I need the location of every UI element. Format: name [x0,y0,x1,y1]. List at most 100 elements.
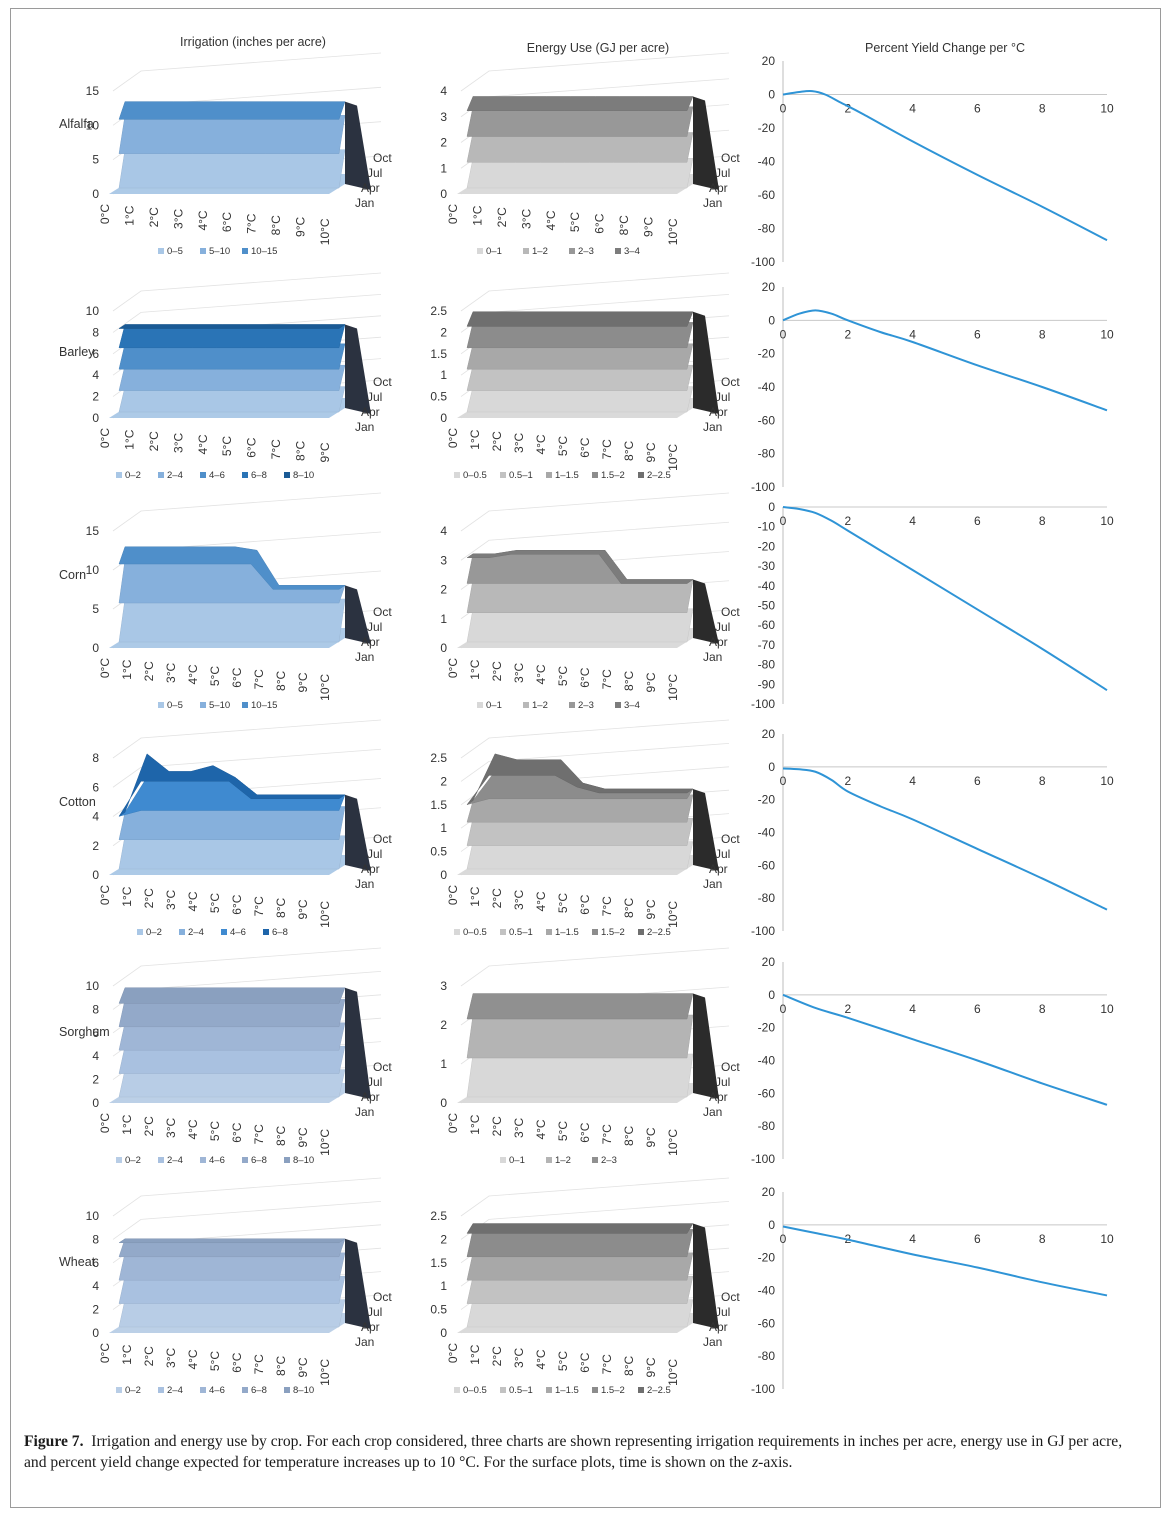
cotton-yield-svg: 20 0 -20 -40 -60 -80 -100 0 2 4 6 8 10 [751,727,1114,938]
alfalfa-energy-legend-swatch [523,248,529,254]
barley-yield-svg: 20 0 -20 -40 -60 -80 -100 0 2 4 6 8 10 [751,280,1114,494]
barley-irrigation-x-tick: 1°C [122,429,136,449]
wheat-irrigation-svg: 0 2 4 6 8 10 0°C 1°C 2°C 3°C 4°C 5°C 6°C 7°C 8°C 9°C 10°… [86,1177,392,1396]
barley-energy-legend-swatch [454,472,460,478]
cotton-irrigation-x-tick: 3°C [164,889,178,909]
cotton-energy-z-tick: Apr [709,862,728,876]
cotton-irrigation-x-tick: 6°C [230,894,244,914]
alfalfa-energy-legend-swatch [477,248,483,254]
barley-energy-legend-swatch [592,472,598,478]
cotton-irrigation-legend-label: 2–4 [188,927,204,938]
column-titles-svg: Irrigation (inches per acre) Energy Use (… [180,35,1025,55]
corn-energy-y-tick: 4 [440,524,447,538]
cotton-yield-chart: 20 0 -20 -40 -60 -80 -100 0 2 4 6 8 10 [737,727,1117,953]
barley-irrigation-svg: 0 2 4 6 8 10 0°C 1°C 2°C 3°C 4°C 5°C 6°C 7°C 8°C 9°C Oct… [86,272,392,481]
wheat-irrigation-y-tick: 0 [92,1326,99,1340]
barley-energy-legend-label: 1.5–2 [601,470,625,481]
cotton-yield-x-tick: 0 [780,774,787,788]
cotton-irrigation-x-tick: 10°C [318,901,332,928]
alfalfa-irrigation-x-tick: 8°C [269,215,283,235]
cotton-energy-svg: 0 0.5 1 1.5 2 2.5 0°C 1°C 2°C 3°C 4°C 5°C 6°C 7°C 8°C 9… [430,719,740,938]
alfalfa-irrigation-x-tick: 3°C [171,208,185,228]
corn-irrigation-legend-swatch [242,702,248,708]
corn-energy-gridline [460,521,730,561]
sorghum-energy-legend-swatch [500,1157,506,1163]
cotton-energy-chart: 0 0.5 1 1.5 2 2.5 0°C 1°C 2°C 3°C 4°C 5°C 6°C 7°C 8°C 9… [389,719,740,953]
alfalfa-irrigation-legend-label: 5–10 [209,246,230,257]
sorghum-energy-y-tick: 1 [440,1057,447,1071]
alfalfa-energy-x-tick: 1°C [470,205,484,225]
barley-irrigation-y-tick: 0 [92,411,99,425]
barley-energy-x-tick: 6°C [578,437,592,457]
barley-energy-legend-label: 1–1.5 [555,470,579,481]
wheat-energy-legend-label: 1–1.5 [555,1385,579,1396]
cotton-energy-x-tick: 0°C [446,885,460,905]
barley-yield-x-tick: 10 [1100,327,1114,341]
sorghum-yield-chart: 20 0 -20 -40 -60 -80 -100 0 2 4 6 8 10 [737,955,1117,1181]
sorghum-energy-band [466,1053,694,1098]
alfalfa-irrigation-gridline [112,52,382,92]
corn-energy-legend-swatch [569,702,575,708]
crop-labels-svg: Alfalfa Barley Corn Cotton Sorghum Wheat [59,117,110,1269]
corn-energy-band [466,608,694,643]
wheat-energy-legend-swatch [592,1387,598,1393]
sorghum-energy-y-tick: 2 [440,1018,447,1032]
barley-yield-x-tick: 4 [909,327,916,341]
barley-irrigation-legend-swatch [200,472,206,478]
wheat-energy-y-tick: 0.5 [430,1303,447,1317]
barley-energy-legend-label: 2–2.5 [647,470,671,481]
alfalfa-energy-x-tick: 4°C [544,210,558,230]
corn-energy-legend-label: 0–1 [486,700,502,711]
corn-energy-gridline [460,492,730,532]
alfalfa-irrigation-legend-swatch [158,248,164,254]
barley-energy-y-tick: 1 [440,368,447,382]
alfalfa-irrigation-x-tick: 6°C [220,212,234,232]
cotton-energy-x-tick: 2°C [490,888,504,908]
corn-irrigation-x-tick: 6°C [230,667,244,687]
corn-energy-z-tick: Jul [715,620,730,634]
wheat-irrigation-z-tick: Jul [367,1305,382,1319]
alfalfa-irrigation-y-tick: 0 [92,187,99,201]
corn-yield-x-tick: 0 [780,514,787,528]
cotton-energy-legend-swatch [592,929,598,935]
corn-yield-y-tick: -50 [758,599,776,613]
corn-energy-y-tick: 0 [440,641,447,655]
corn-yield-x-tick: 4 [909,514,916,528]
corn-irrigation-x-tick: 5°C [208,666,222,686]
alfalfa-yield-x-tick: 8 [1039,102,1046,116]
cotton-yield-y-tick: -60 [758,858,776,872]
sorghum-irrigation-legend-label: 8–10 [293,1155,314,1166]
corn-energy-legend-swatch [477,702,483,708]
wheat-energy-band [466,1223,694,1234]
wheat-irrigation-x-tick: 8°C [274,1355,288,1375]
barley-irrigation-z-tick: Jan [355,420,374,434]
sorghum-energy-y-tick: 3 [440,979,447,993]
corn-irrigation-y-tick: 0 [92,641,99,655]
barley-irrigation-z-tick: Apr [361,405,380,419]
wheat-yield-y-tick: -60 [758,1316,776,1330]
alfalfa-yield-y-tick: -100 [751,255,775,269]
corn-irrigation-y-tick: 15 [86,524,100,538]
barley-yield-x-tick: 2 [844,327,851,341]
sorghum-irrigation-gridline [112,947,382,987]
wheat-irrigation-x-tick: 2°C [142,1346,156,1366]
corn-energy-y-tick: 1 [440,612,447,626]
sorghum-energy-z-tick: Oct [721,1060,740,1074]
sorghum-irrigation-x-tick: 8°C [274,1125,288,1145]
cotton-energy-x-tick: 8°C [622,897,636,917]
corn-irrigation-legend-swatch [158,702,164,708]
corn-yield-x-tick: 10 [1100,514,1114,528]
cotton-irrigation-legend-swatch [179,929,185,935]
wheat-irrigation-legend-label: 4–6 [209,1385,225,1396]
barley-energy-gridline [460,272,730,312]
sorghum-irrigation-y-tick: 4 [92,1049,99,1063]
alfalfa-irrigation-y-tick: 10 [86,118,100,132]
wheat-irrigation-legend-swatch [200,1387,206,1393]
wheat-irrigation-z-tick: Oct [373,1290,392,1304]
alfalfa-energy-x-tick: 10°C [666,218,680,245]
barley-irrigation-legend-label: 8–10 [293,470,314,481]
wheat-energy-y-tick: 0 [440,1326,447,1340]
cotton-yield-x-tick: 2 [844,774,851,788]
sorghum-energy-legend-label: 1–2 [555,1155,571,1166]
wheat-irrigation-y-tick: 8 [92,1232,99,1246]
